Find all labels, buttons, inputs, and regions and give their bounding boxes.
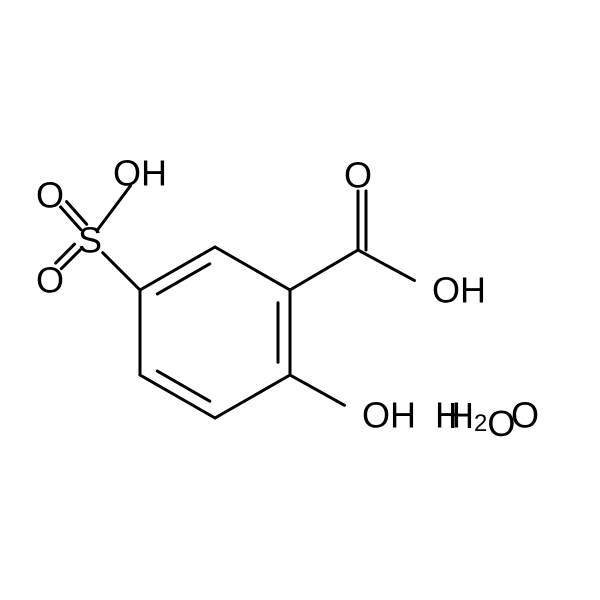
svg-text:OH: OH: [362, 395, 416, 436]
svg-text:S: S: [78, 220, 102, 261]
svg-text:O: O: [36, 260, 64, 301]
svg-text:OH: OH: [432, 270, 486, 311]
svg-text:H2O: H2O: [448, 395, 515, 444]
svg-text:O: O: [344, 155, 372, 196]
svg-text:OH: OH: [113, 153, 167, 194]
svg-text:O: O: [36, 175, 64, 216]
